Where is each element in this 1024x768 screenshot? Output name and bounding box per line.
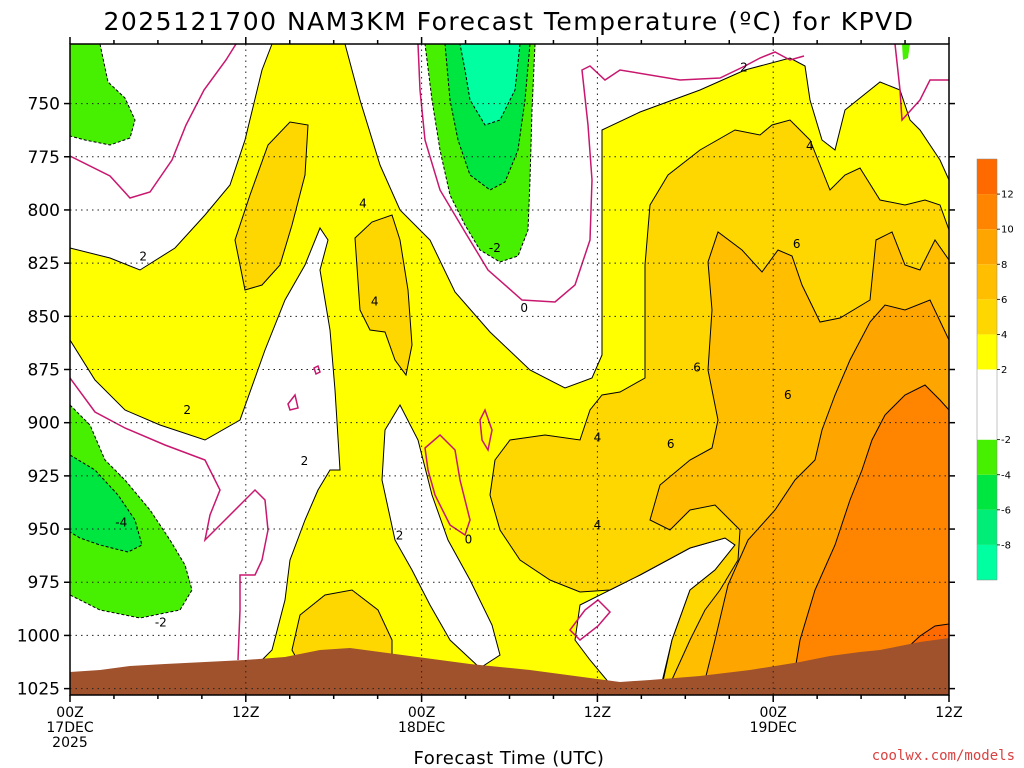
contour-label: 4 — [371, 294, 379, 308]
contour-labels: 2 2 2 2 4 4 -2 0 0 4 4 6 6 6 6 4 2 -4 -2 — [115, 60, 813, 629]
y-tick-label: 950 — [28, 520, 60, 540]
x-tick-label: 00Z — [759, 705, 786, 721]
fill-green-left-inner — [70, 454, 143, 553]
colorbar-bin — [977, 299, 997, 335]
contour-label: 4 — [806, 139, 814, 153]
contour-label: 6 — [667, 437, 675, 451]
contour-label: 4 — [594, 518, 602, 532]
y-tick-label: 1025 — [17, 680, 60, 700]
contour-label: 4 — [594, 431, 602, 445]
colorbar-bin — [977, 509, 997, 545]
colorbar-bin — [977, 159, 997, 195]
colorbar-tick-label: 2 — [1001, 365, 1007, 376]
colorbar-bin — [977, 264, 997, 300]
fill-green-topright — [902, 44, 910, 60]
contour-label: 2 — [396, 528, 404, 542]
contour-label: 4 — [359, 197, 367, 211]
colorbar-bin — [977, 544, 997, 580]
y-tick-label: 900 — [28, 414, 60, 434]
y-tick-label: 975 — [28, 573, 60, 593]
contour-label: -4 — [115, 516, 127, 530]
y-tick-label: 1000 — [17, 626, 60, 646]
x-tick-label: 00Z — [56, 705, 83, 721]
y-tick-label: 800 — [28, 201, 60, 221]
surface-terrain — [70, 638, 949, 695]
x-tick-label: 12Z — [935, 705, 962, 721]
x-tick-label: 00Z — [408, 705, 435, 721]
colorbar-tick-label: -8 — [1001, 540, 1011, 551]
y-tick-label: 825 — [28, 254, 60, 274]
x-tick-label: 12Z — [584, 705, 611, 721]
colorbar-tick-label: -4 — [1001, 470, 1011, 481]
colorbar-bin — [977, 229, 997, 265]
y-tick-label: 750 — [28, 95, 60, 115]
fill-green-top-core — [459, 44, 521, 126]
x-tick-label: 17DEC — [46, 720, 93, 736]
colorbar-tick-label: -6 — [1001, 505, 1011, 516]
grid-lines — [70, 44, 949, 695]
fill-green-topleft — [70, 44, 136, 146]
x-tick-label: 12Z — [232, 705, 259, 721]
x-axis-label: Forecast Time (UTC) — [414, 748, 605, 768]
contour-label: 6 — [793, 237, 801, 251]
colorbar-bin — [977, 194, 997, 230]
contour-label: 2 — [183, 403, 191, 417]
contour-label: 6 — [693, 360, 701, 374]
y-tick-label: 775 — [28, 148, 60, 168]
contour-label: -2 — [155, 616, 167, 630]
colorbar-tick-label: 6 — [1001, 295, 1007, 306]
contour-label: 0 — [520, 301, 528, 315]
y-tick-label: 850 — [28, 307, 60, 327]
colorbar-bin — [977, 334, 997, 370]
contour-label: 2 — [139, 250, 147, 264]
colorbar-tick-label: 10 — [1001, 225, 1014, 236]
fill-green-left — [70, 404, 193, 619]
plot-area — [70, 44, 949, 695]
colorbar-tick-label: 8 — [1001, 260, 1007, 271]
contour-label: 0 — [465, 533, 473, 547]
zero-degree-contours — [70, 44, 949, 661]
y-axis: 750 775 800 825 850 875 900 925 950 975 1000 1025 — [17, 95, 955, 700]
contour-label: 2 — [740, 60, 748, 74]
y-tick-label: 925 — [28, 467, 60, 487]
fill-gold-left — [234, 121, 309, 291]
contour-label: 6 — [784, 388, 792, 402]
credit-link[interactable]: coolwx.com/models — [872, 748, 1015, 764]
x-tick-label: 18DEC — [398, 720, 445, 736]
colorbar-tick-label: 12 — [1001, 190, 1014, 201]
colorbar: -8 -6 -4 -2 2 4 6 8 10 12 — [976, 158, 1014, 581]
x-tick-label: 2025 — [52, 735, 88, 751]
contour-label: -2 — [489, 241, 501, 255]
colorbar-bin — [977, 369, 997, 440]
y-tick-label: 875 — [28, 361, 60, 381]
colorbar-bin — [977, 474, 997, 510]
contour-label: 2 — [301, 454, 309, 468]
colorbar-tick-label: 4 — [1001, 330, 1007, 341]
colorbar-bin — [977, 439, 997, 475]
colorbar-tick-label: -2 — [1001, 435, 1011, 446]
fill-gold-mid — [354, 214, 413, 377]
x-tick-label: 19DEC — [750, 720, 797, 736]
chart-title: 2025121700 NAM3KM Forecast Temperature (… — [103, 7, 914, 36]
